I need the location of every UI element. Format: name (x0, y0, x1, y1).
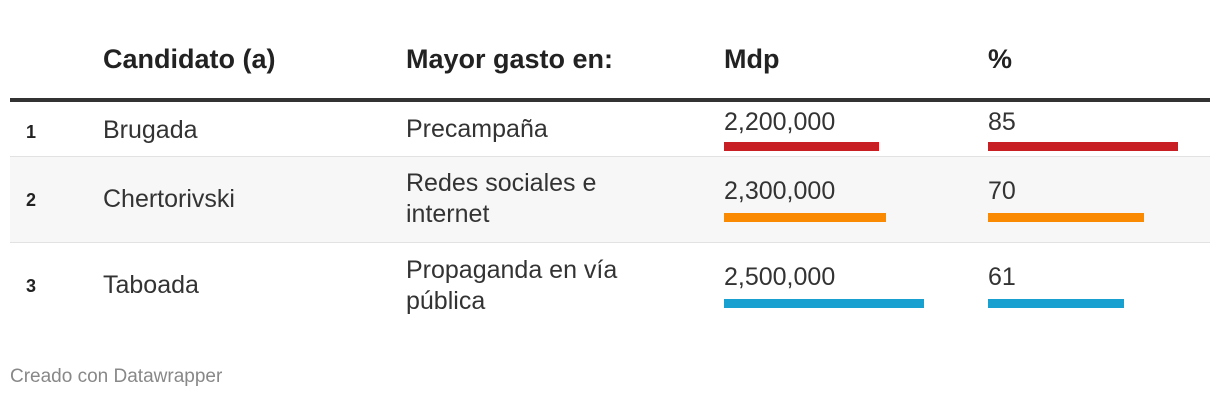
table-row: 1 Brugada Precampaña 2,200,000 85 (10, 102, 1210, 157)
table-header: Candidato (a) Mayor gasto en: Mdp % (10, 0, 1210, 102)
expense-cell: Precampaña (406, 115, 548, 143)
candidate-cell: Chertorivski (103, 185, 235, 213)
percent-bar (988, 299, 1124, 308)
header-amount: Mdp (724, 44, 780, 74)
expense-cell: Redes sociales e internet (406, 169, 597, 228)
percent-bar (988, 142, 1178, 151)
rank-cell: 3 (26, 276, 37, 296)
amount-bar (724, 213, 886, 222)
percent-bar (988, 213, 1144, 222)
candidate-cell: Brugada (103, 116, 198, 144)
amount-value: 2,200,000 (724, 108, 836, 136)
footer-credit: Creado con Datawrapper (10, 366, 223, 387)
amount-bar (724, 142, 879, 151)
candidate-cell: Taboada (103, 271, 199, 299)
percent-value: 85 (988, 108, 1016, 136)
amount-value: 2,300,000 (724, 177, 836, 205)
data-table: Candidato (a) Mayor gasto en: Mdp % 1 Br… (10, 0, 1210, 329)
expense-cell: Propaganda en vía pública (406, 256, 618, 315)
amount-bar (724, 299, 924, 308)
table-row: 2 Chertorivski Redes sociales e internet… (10, 157, 1210, 243)
rank-cell: 1 (26, 122, 37, 142)
percent-value: 61 (988, 263, 1016, 291)
table-row: 3 Taboada Propaganda en vía pública 2,50… (10, 243, 1210, 329)
rank-cell: 2 (26, 190, 37, 210)
header-candidate: Candidato (a) (103, 44, 276, 74)
percent-value: 70 (988, 177, 1016, 205)
header-expense: Mayor gasto en: (406, 44, 614, 74)
header-percent: % (988, 44, 1013, 74)
amount-value: 2,500,000 (724, 263, 836, 291)
